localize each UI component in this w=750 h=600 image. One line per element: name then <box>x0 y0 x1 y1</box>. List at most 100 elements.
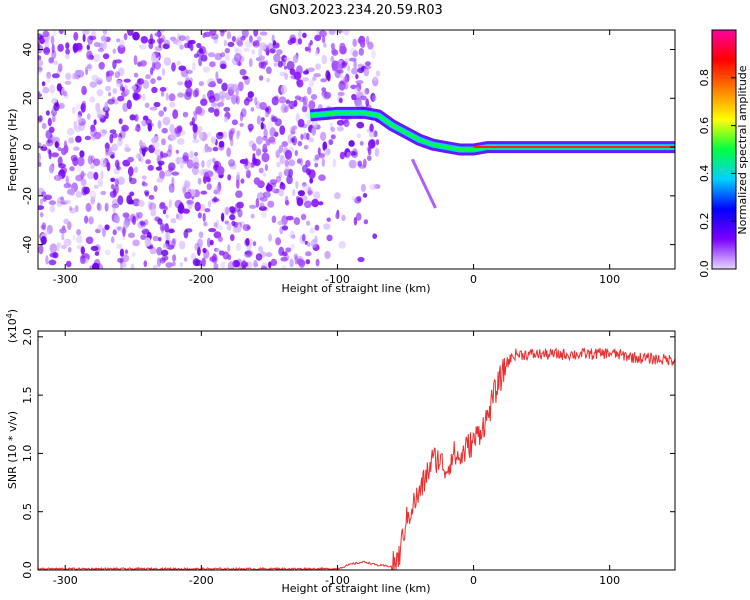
noise-blob <box>346 151 351 160</box>
noise-blob <box>169 123 175 134</box>
noise-blob <box>181 155 189 164</box>
noise-blob <box>287 159 296 167</box>
noise-blob <box>38 142 42 147</box>
noise-blob <box>162 116 171 126</box>
noise-blob <box>206 237 211 248</box>
noise-blob <box>154 32 163 37</box>
noise-blob <box>154 148 162 156</box>
noise-blob <box>159 202 166 210</box>
noise-blob <box>149 106 158 111</box>
noise-blob <box>218 140 225 148</box>
noise-blob <box>197 238 203 249</box>
noise-blob <box>52 136 60 144</box>
noise-blob <box>352 38 358 47</box>
noise-blob <box>163 57 172 66</box>
noise-blob <box>73 120 78 130</box>
noise-blob <box>69 207 77 214</box>
noise-blob <box>334 192 341 200</box>
noise-blob <box>293 253 298 260</box>
noise-blob <box>317 201 324 206</box>
noise-blob <box>308 137 314 143</box>
noise-blob <box>61 87 66 96</box>
noise-blob <box>244 100 250 106</box>
noise-blob <box>220 30 225 37</box>
noise-blob <box>156 155 161 164</box>
x-tick-label: -100 <box>325 574 350 587</box>
noise-blob <box>353 60 357 69</box>
noise-blob <box>97 114 105 119</box>
noise-blob <box>297 118 305 128</box>
noise-blob <box>165 262 173 268</box>
noise-blob <box>206 131 212 137</box>
noise-blob <box>205 170 214 178</box>
noise-blob <box>96 203 102 212</box>
noise-blob <box>296 79 304 88</box>
noise-blob <box>309 79 314 87</box>
spectrogram-x-axis-title: Height of straight line (km) <box>281 282 430 295</box>
colorbar-tick-label: 0.6 <box>698 117 711 135</box>
noise-blob <box>200 98 208 106</box>
noise-blob <box>121 254 130 263</box>
noise-blob <box>141 182 148 187</box>
noise-blob <box>77 121 86 132</box>
noise-blob <box>266 78 270 83</box>
noise-blob <box>75 103 82 112</box>
noise-blob <box>71 106 76 114</box>
noise-blob <box>59 228 67 234</box>
noise-blob <box>348 140 355 147</box>
noise-blob <box>112 48 117 54</box>
noise-blob <box>112 88 118 94</box>
noise-blob <box>247 123 254 131</box>
noise-blob <box>331 49 339 56</box>
noise-blob <box>330 43 335 50</box>
noise-blob <box>116 243 123 250</box>
noise-blob <box>202 212 206 222</box>
noise-blob <box>269 48 276 54</box>
noise-blob <box>164 223 169 233</box>
noise-blob <box>105 85 111 92</box>
noise-blob <box>192 258 200 267</box>
noise-blob <box>302 182 307 187</box>
noise-blob <box>277 220 285 226</box>
noise-blob <box>365 98 370 107</box>
noise-blob <box>370 92 376 102</box>
noise-blob <box>356 121 365 129</box>
noise-blob <box>231 119 238 126</box>
noise-blob <box>260 121 264 130</box>
noise-blob <box>160 91 165 97</box>
noise-blob <box>143 260 148 268</box>
noise-blob <box>247 91 254 98</box>
noise-blob <box>215 132 224 140</box>
noise-blob <box>192 89 199 98</box>
noise-blob <box>375 70 381 77</box>
noise-blob <box>284 72 289 80</box>
noise-blob <box>264 164 268 172</box>
noise-blob <box>354 86 361 95</box>
noise-blob <box>308 169 316 179</box>
noise-blob <box>52 252 59 259</box>
noise-blob <box>307 67 315 73</box>
noise-blob <box>161 68 166 76</box>
noise-blob <box>294 95 301 101</box>
noise-blob <box>211 253 218 264</box>
noise-blob <box>261 117 265 122</box>
noise-blob <box>272 40 276 46</box>
noise-blob <box>90 196 95 205</box>
noise-blob <box>222 131 228 139</box>
noise-blob <box>107 98 115 105</box>
noise-blob <box>156 177 164 183</box>
noise-blob <box>213 263 219 269</box>
noise-blob <box>224 48 230 54</box>
noise-blob <box>165 92 169 101</box>
noise-blob <box>314 34 322 42</box>
noise-blob <box>328 30 336 35</box>
noise-blob <box>163 106 167 112</box>
noise-blob <box>279 125 286 135</box>
noise-blob <box>317 147 321 156</box>
noise-blob <box>117 136 123 147</box>
noise-blob <box>202 66 211 73</box>
noise-blob <box>77 164 81 173</box>
spectrogram-y-axis-title: Frequency (Hz) <box>6 109 19 192</box>
noise-blob <box>87 155 93 165</box>
noise-blob <box>46 73 51 83</box>
